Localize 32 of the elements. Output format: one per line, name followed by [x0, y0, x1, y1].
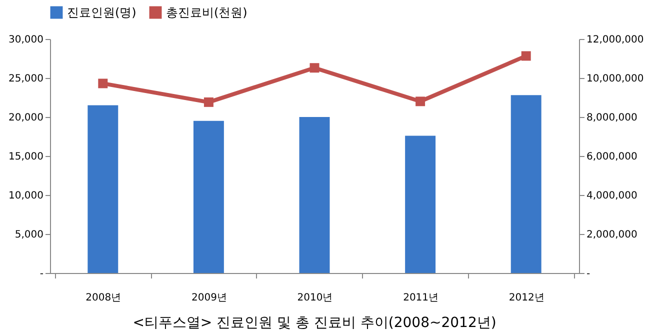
- y2-tick-label: -: [586, 268, 590, 280]
- x-tick-label: 2010년: [297, 292, 333, 304]
- bar: [193, 120, 224, 273]
- point: [204, 97, 214, 107]
- point: [98, 78, 108, 88]
- point: [310, 63, 320, 73]
- y2-tick-label: 4,000,000: [586, 190, 638, 202]
- x-tick-label: 2008년: [86, 292, 122, 304]
- y2-tick-label: 12,000,000: [586, 34, 644, 46]
- bar: [299, 117, 330, 273]
- y-tick-label: 10,000: [8, 190, 44, 202]
- bar: [405, 136, 436, 273]
- legend-label: 진료인원(명): [67, 6, 136, 20]
- y2-tick-label: 6,000,000: [586, 152, 638, 162]
- point: [521, 51, 531, 61]
- y-tick-label: 5,000: [14, 230, 44, 240]
- point: [416, 96, 426, 106]
- y-tick-label: 30,000: [8, 34, 44, 46]
- y-tick-label: 15,000: [8, 152, 44, 162]
- y2-tick-label: 8,000,000: [586, 112, 638, 124]
- x-tick-label: 2012년: [508, 292, 544, 304]
- bar: [88, 105, 118, 273]
- bar: [510, 95, 542, 273]
- y-tick-label: -: [40, 268, 44, 280]
- y2-tick-label: 2,000,000: [586, 230, 638, 240]
- y-tick-label: 20,000: [8, 112, 44, 124]
- y2-tick-label: 10,000,000: [586, 74, 644, 84]
- y-tick-label: 25,000: [8, 74, 44, 84]
- legend-label: 총진료비(천원): [166, 6, 248, 20]
- x-tick-label: 2009년: [191, 292, 227, 304]
- x-tick-label: 2011년: [403, 292, 439, 304]
- text: <티푸스열> 진료인원 및 총 진료비 추이(2008~2012년): [132, 315, 496, 331]
